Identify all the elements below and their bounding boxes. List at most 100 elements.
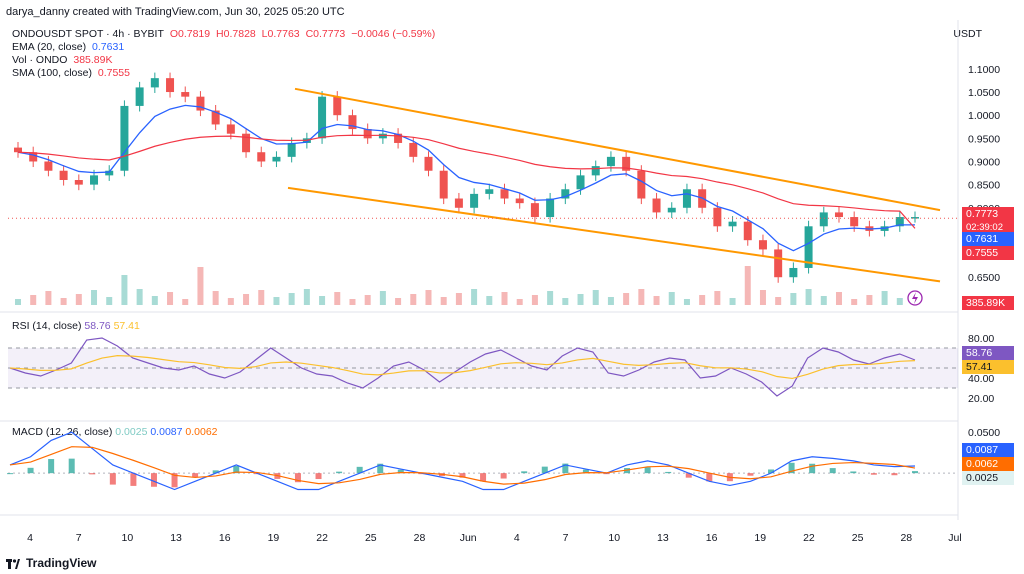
x-tick-label: 4 bbox=[27, 532, 33, 544]
candle-body bbox=[834, 212, 843, 218]
countdown-tag: 02:39:02 bbox=[962, 221, 1014, 235]
sma-line bbox=[17, 134, 916, 229]
rsi-ma-line bbox=[9, 355, 916, 380]
volume-bar bbox=[714, 291, 721, 305]
histogram-tag: 0.0025 bbox=[962, 471, 1014, 485]
volume-bar bbox=[729, 298, 736, 305]
ema-line bbox=[17, 104, 916, 252]
volume-bar bbox=[820, 296, 827, 305]
candle-body bbox=[196, 96, 205, 111]
candle-body bbox=[576, 175, 585, 190]
volume-bar bbox=[288, 293, 295, 305]
macd-histogram-bar bbox=[150, 473, 157, 487]
volume-bar bbox=[486, 296, 493, 305]
candle-body bbox=[272, 156, 281, 162]
candle-body bbox=[470, 193, 479, 208]
candle-body bbox=[895, 217, 904, 227]
rsi-ma-value: 57.41 bbox=[113, 320, 140, 332]
macd-label: MACD (12, 26, close) bbox=[12, 426, 113, 438]
x-tick-label: 16 bbox=[706, 532, 718, 544]
macd-histogram-bar bbox=[562, 463, 569, 474]
macd-histogram-bar bbox=[912, 471, 918, 474]
x-tick-label: 7 bbox=[76, 532, 82, 544]
volume-bar bbox=[547, 291, 554, 305]
volume-bar bbox=[531, 295, 538, 305]
volume-bar bbox=[471, 289, 478, 305]
volume-bar bbox=[638, 289, 645, 305]
macd-histogram-bar bbox=[377, 463, 384, 474]
volume-bar bbox=[258, 290, 265, 305]
volume-bar bbox=[744, 266, 751, 305]
candle-body bbox=[211, 110, 220, 125]
volume-bar bbox=[881, 291, 888, 305]
macd-v3: 0.0062 bbox=[185, 426, 218, 438]
candle-body bbox=[758, 240, 767, 250]
x-tick-label: 13 bbox=[657, 532, 669, 544]
volume-bar bbox=[577, 294, 584, 305]
candle-body bbox=[29, 152, 38, 162]
macd-histogram-bar bbox=[788, 462, 795, 474]
price-tick-label: 0.6500 bbox=[968, 272, 1000, 284]
candle-body bbox=[226, 124, 235, 134]
candle-body bbox=[743, 221, 752, 241]
candle-body bbox=[378, 133, 387, 139]
last-price-tag: 0.7773 bbox=[962, 207, 1014, 221]
ohlc-close: C0.7773 bbox=[305, 28, 346, 40]
volume-bar bbox=[653, 296, 660, 305]
candle-body bbox=[181, 92, 190, 97]
macd-histogram-bar bbox=[891, 473, 898, 476]
sma-legend: SMA (100, close) 0.7555 bbox=[12, 67, 133, 80]
volume-bar bbox=[699, 295, 706, 305]
x-tick-label: 28 bbox=[414, 532, 426, 544]
volume-bar bbox=[455, 293, 462, 305]
volume-bar bbox=[607, 297, 614, 305]
macd-histogram-bar bbox=[582, 469, 589, 474]
macd-histogram-bar bbox=[68, 458, 75, 474]
macd-histogram-bar bbox=[27, 467, 34, 474]
candle-body bbox=[789, 267, 798, 278]
price-tick-label: 0.9000 bbox=[968, 156, 1000, 168]
brand-name: TradingView bbox=[26, 556, 97, 570]
rsi-tick-label: 40.00 bbox=[968, 373, 994, 385]
candle-body bbox=[287, 142, 296, 157]
x-tick-label: 22 bbox=[316, 532, 328, 544]
candle-body bbox=[819, 212, 828, 227]
sma-label: SMA (100, close) bbox=[12, 67, 92, 79]
price-tick-label: 1.1000 bbox=[968, 64, 1000, 76]
macd-histogram-bar bbox=[294, 473, 301, 483]
candle-body bbox=[105, 170, 114, 176]
candle-body bbox=[652, 198, 661, 213]
macd-legend: MACD (12, 26, close) 0.0025 0.0087 0.006… bbox=[12, 426, 218, 438]
macd-histogram-bar bbox=[7, 473, 13, 475]
candle-body bbox=[166, 78, 175, 93]
macd-tick-label: 0.0500 bbox=[968, 427, 1000, 439]
volume-bar bbox=[136, 289, 143, 305]
lightning-bolt-icon bbox=[912, 292, 918, 304]
macd-histogram-bar bbox=[706, 473, 713, 482]
volume-bar bbox=[790, 293, 797, 305]
volume-bar bbox=[866, 295, 873, 305]
macd-histogram-bar bbox=[48, 459, 55, 474]
sma-value: 0.7555 bbox=[97, 67, 130, 79]
candle-body bbox=[591, 166, 600, 176]
ema-value: 0.7631 bbox=[92, 41, 125, 53]
volume-bar bbox=[30, 295, 37, 305]
rsi-value: 58.76 bbox=[84, 320, 111, 332]
macd-tag: 0.0087 bbox=[962, 443, 1014, 457]
candle-body bbox=[424, 156, 433, 171]
macd-histogram-bar bbox=[500, 473, 507, 479]
macd-histogram-bar bbox=[829, 468, 836, 474]
tradingview-logo-icon bbox=[6, 558, 20, 569]
candle-body bbox=[515, 198, 524, 204]
candle-body bbox=[911, 217, 919, 219]
volume-bar bbox=[395, 298, 402, 305]
macd-histogram-bar bbox=[850, 471, 857, 474]
macd-histogram-bar bbox=[130, 473, 137, 486]
macd-histogram-bar bbox=[870, 473, 877, 475]
brand-footer[interactable]: TradingView bbox=[6, 556, 96, 570]
volume-bar bbox=[45, 291, 52, 305]
x-tick-label: 25 bbox=[852, 532, 864, 544]
volume-bar bbox=[896, 298, 903, 305]
volume-bar bbox=[106, 297, 113, 305]
